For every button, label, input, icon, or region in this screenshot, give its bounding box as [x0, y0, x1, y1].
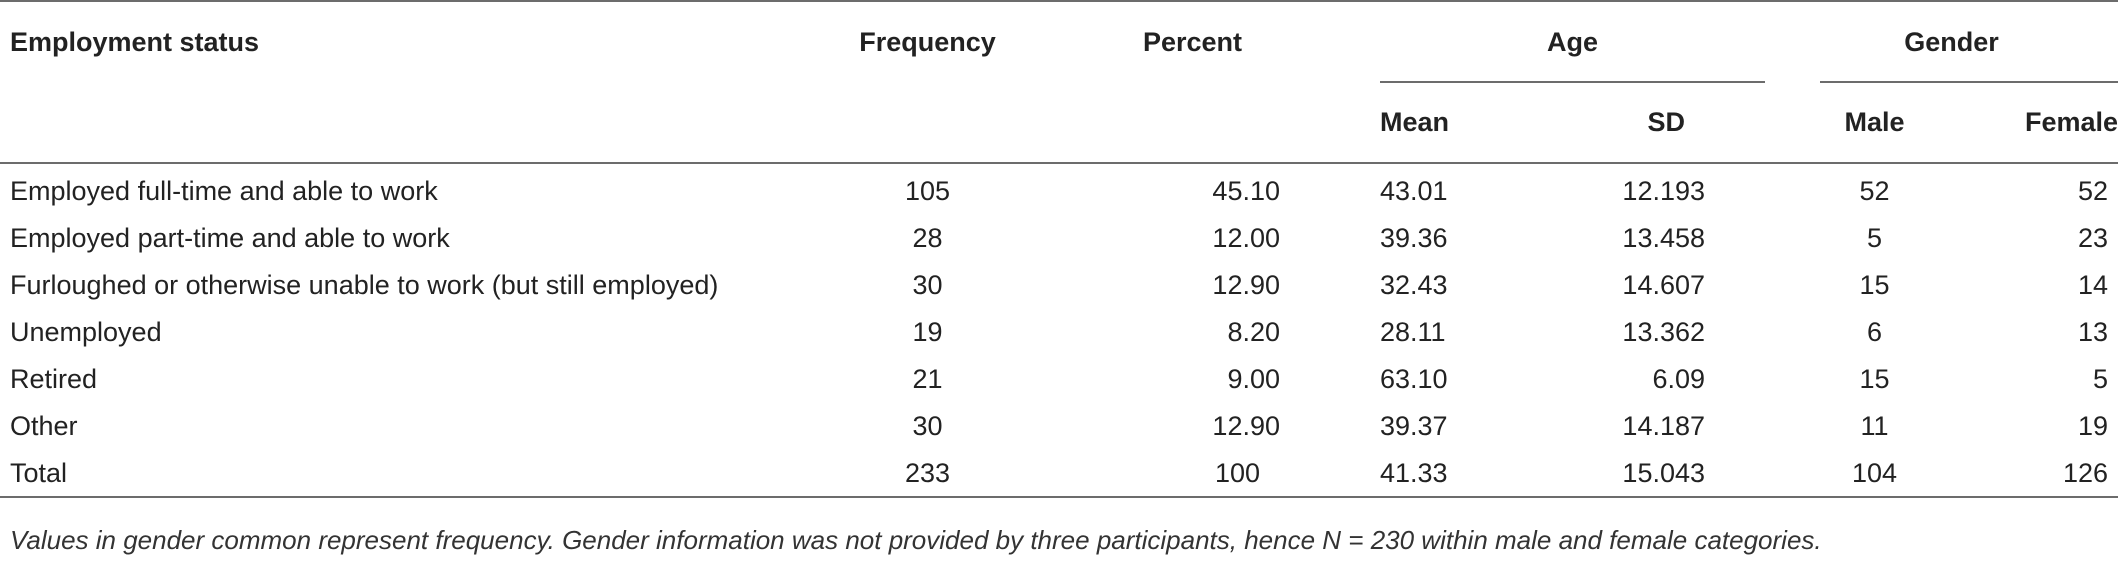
cell-mean: 63.10	[1380, 364, 1448, 394]
cell-male: 11	[1860, 411, 1889, 441]
cell-percent: 45.10	[1212, 176, 1280, 206]
cell-male: 15	[1859, 364, 1890, 394]
header-employment-status: Employment status	[0, 0, 830, 82]
cell-mean: 41.33	[1360, 450, 1565, 498]
cell-female: 19	[2077, 411, 2109, 441]
cell-female: 5	[2092, 364, 2109, 394]
header-row-sub: Mean SD Male Female	[0, 82, 2118, 164]
cell-male: 52	[1859, 176, 1890, 206]
gender-group-rule	[1820, 81, 2118, 83]
cell-status: Other	[10, 411, 78, 441]
cell-frequency: 105	[904, 176, 951, 206]
cell-sd: 13.458	[1622, 223, 1706, 253]
table-row: Furloughed or otherwise unable to work (…	[0, 262, 2118, 309]
cell-status: Furloughed or otherwise unable to work (…	[10, 270, 719, 300]
table-row: Other 30 12.90 39.37 14.187 11 19	[0, 403, 2118, 450]
cell-female: 52	[2077, 176, 2109, 206]
cell-sd: 15.043	[1565, 450, 1786, 498]
cell-percent: 9.00	[1227, 364, 1280, 394]
cell-sd: 14.607	[1622, 270, 1706, 300]
cell-female: 23	[2077, 223, 2109, 253]
header-empty-1	[0, 82, 830, 164]
header-empty-2	[830, 82, 1025, 164]
table-row: Employed part-time and able to work 28 1…	[0, 215, 2118, 262]
cell-frequency: 30	[912, 270, 943, 300]
table-row-total: Total 233 100 41.33 15.043 104 126	[0, 450, 2118, 498]
cell-status: Total	[0, 450, 830, 498]
table-body: Employed full-time and able to work 105 …	[0, 163, 2118, 498]
header-age-group: Age	[1360, 0, 1786, 83]
cell-status: Unemployed	[10, 317, 162, 347]
cell-frequency: 233	[830, 450, 1025, 498]
header-gender: Gender	[1904, 26, 1999, 57]
cell-male: 15	[1859, 270, 1890, 300]
cell-female: 126	[1944, 450, 2118, 498]
header-male: Male	[1785, 82, 1945, 164]
cell-female: 14	[2077, 270, 2109, 300]
age-group-rule	[1380, 81, 1766, 83]
cell-sd: 12.193	[1622, 176, 1706, 206]
header-row-top: Employment status Frequency Percent Age …	[0, 0, 2118, 83]
cell-frequency: 28	[912, 223, 943, 253]
cell-frequency: 21	[912, 364, 943, 394]
cell-sd: 6.09	[1652, 364, 1706, 394]
cell-mean: 39.37	[1380, 411, 1448, 441]
cell-mean: 32.43	[1380, 270, 1448, 300]
cell-status: Retired	[10, 364, 98, 394]
header-age: Age	[1547, 26, 1599, 57]
cell-frequency: 19	[912, 317, 943, 347]
table-row: Retired 21 9.00 63.10 6.09 15 5	[0, 356, 2118, 403]
header-frequency: Frequency	[830, 0, 1025, 82]
table-footnote: Values in gender common represent freque…	[10, 525, 1822, 555]
header-mean: Mean	[1360, 82, 1565, 164]
cell-mean: 28.11	[1380, 317, 1446, 347]
cell-percent: 8.20	[1227, 317, 1280, 347]
cell-male: 104	[1785, 450, 1945, 498]
table-row: Employed full-time and able to work 105 …	[0, 163, 2118, 215]
table-row: Unemployed 19 8.20 28.11 13.362 6 13	[0, 309, 2118, 356]
cell-percent: 12.90	[1212, 411, 1280, 441]
cell-sd: 13.362	[1622, 317, 1706, 347]
table-header: Employment status Frequency Percent Age …	[0, 0, 2118, 164]
cell-status: Employed full-time and able to work	[10, 176, 438, 206]
cell-frequency: 30	[912, 411, 943, 441]
cell-percent: 12.00	[1212, 223, 1280, 253]
cell-male: 5	[1867, 223, 1883, 253]
cell-female: 13	[2077, 317, 2109, 347]
header-gender-group: Gender	[1785, 0, 2118, 83]
header-empty-3	[1025, 82, 1360, 164]
cell-mean: 43.01	[1380, 176, 1448, 206]
header-female: Female	[1944, 82, 2118, 164]
cell-percent: 100	[1025, 450, 1360, 498]
cell-status: Employed part-time and able to work	[10, 223, 450, 253]
employment-status-table: Employment status Frequency Percent Age …	[0, 0, 2118, 498]
header-percent: Percent	[1025, 0, 1360, 82]
cell-mean: 39.36	[1380, 223, 1448, 253]
header-sd: SD	[1565, 82, 1786, 164]
cell-sd: 14.187	[1622, 411, 1706, 441]
cell-male: 6	[1867, 317, 1883, 347]
cell-percent: 12.90	[1212, 270, 1280, 300]
